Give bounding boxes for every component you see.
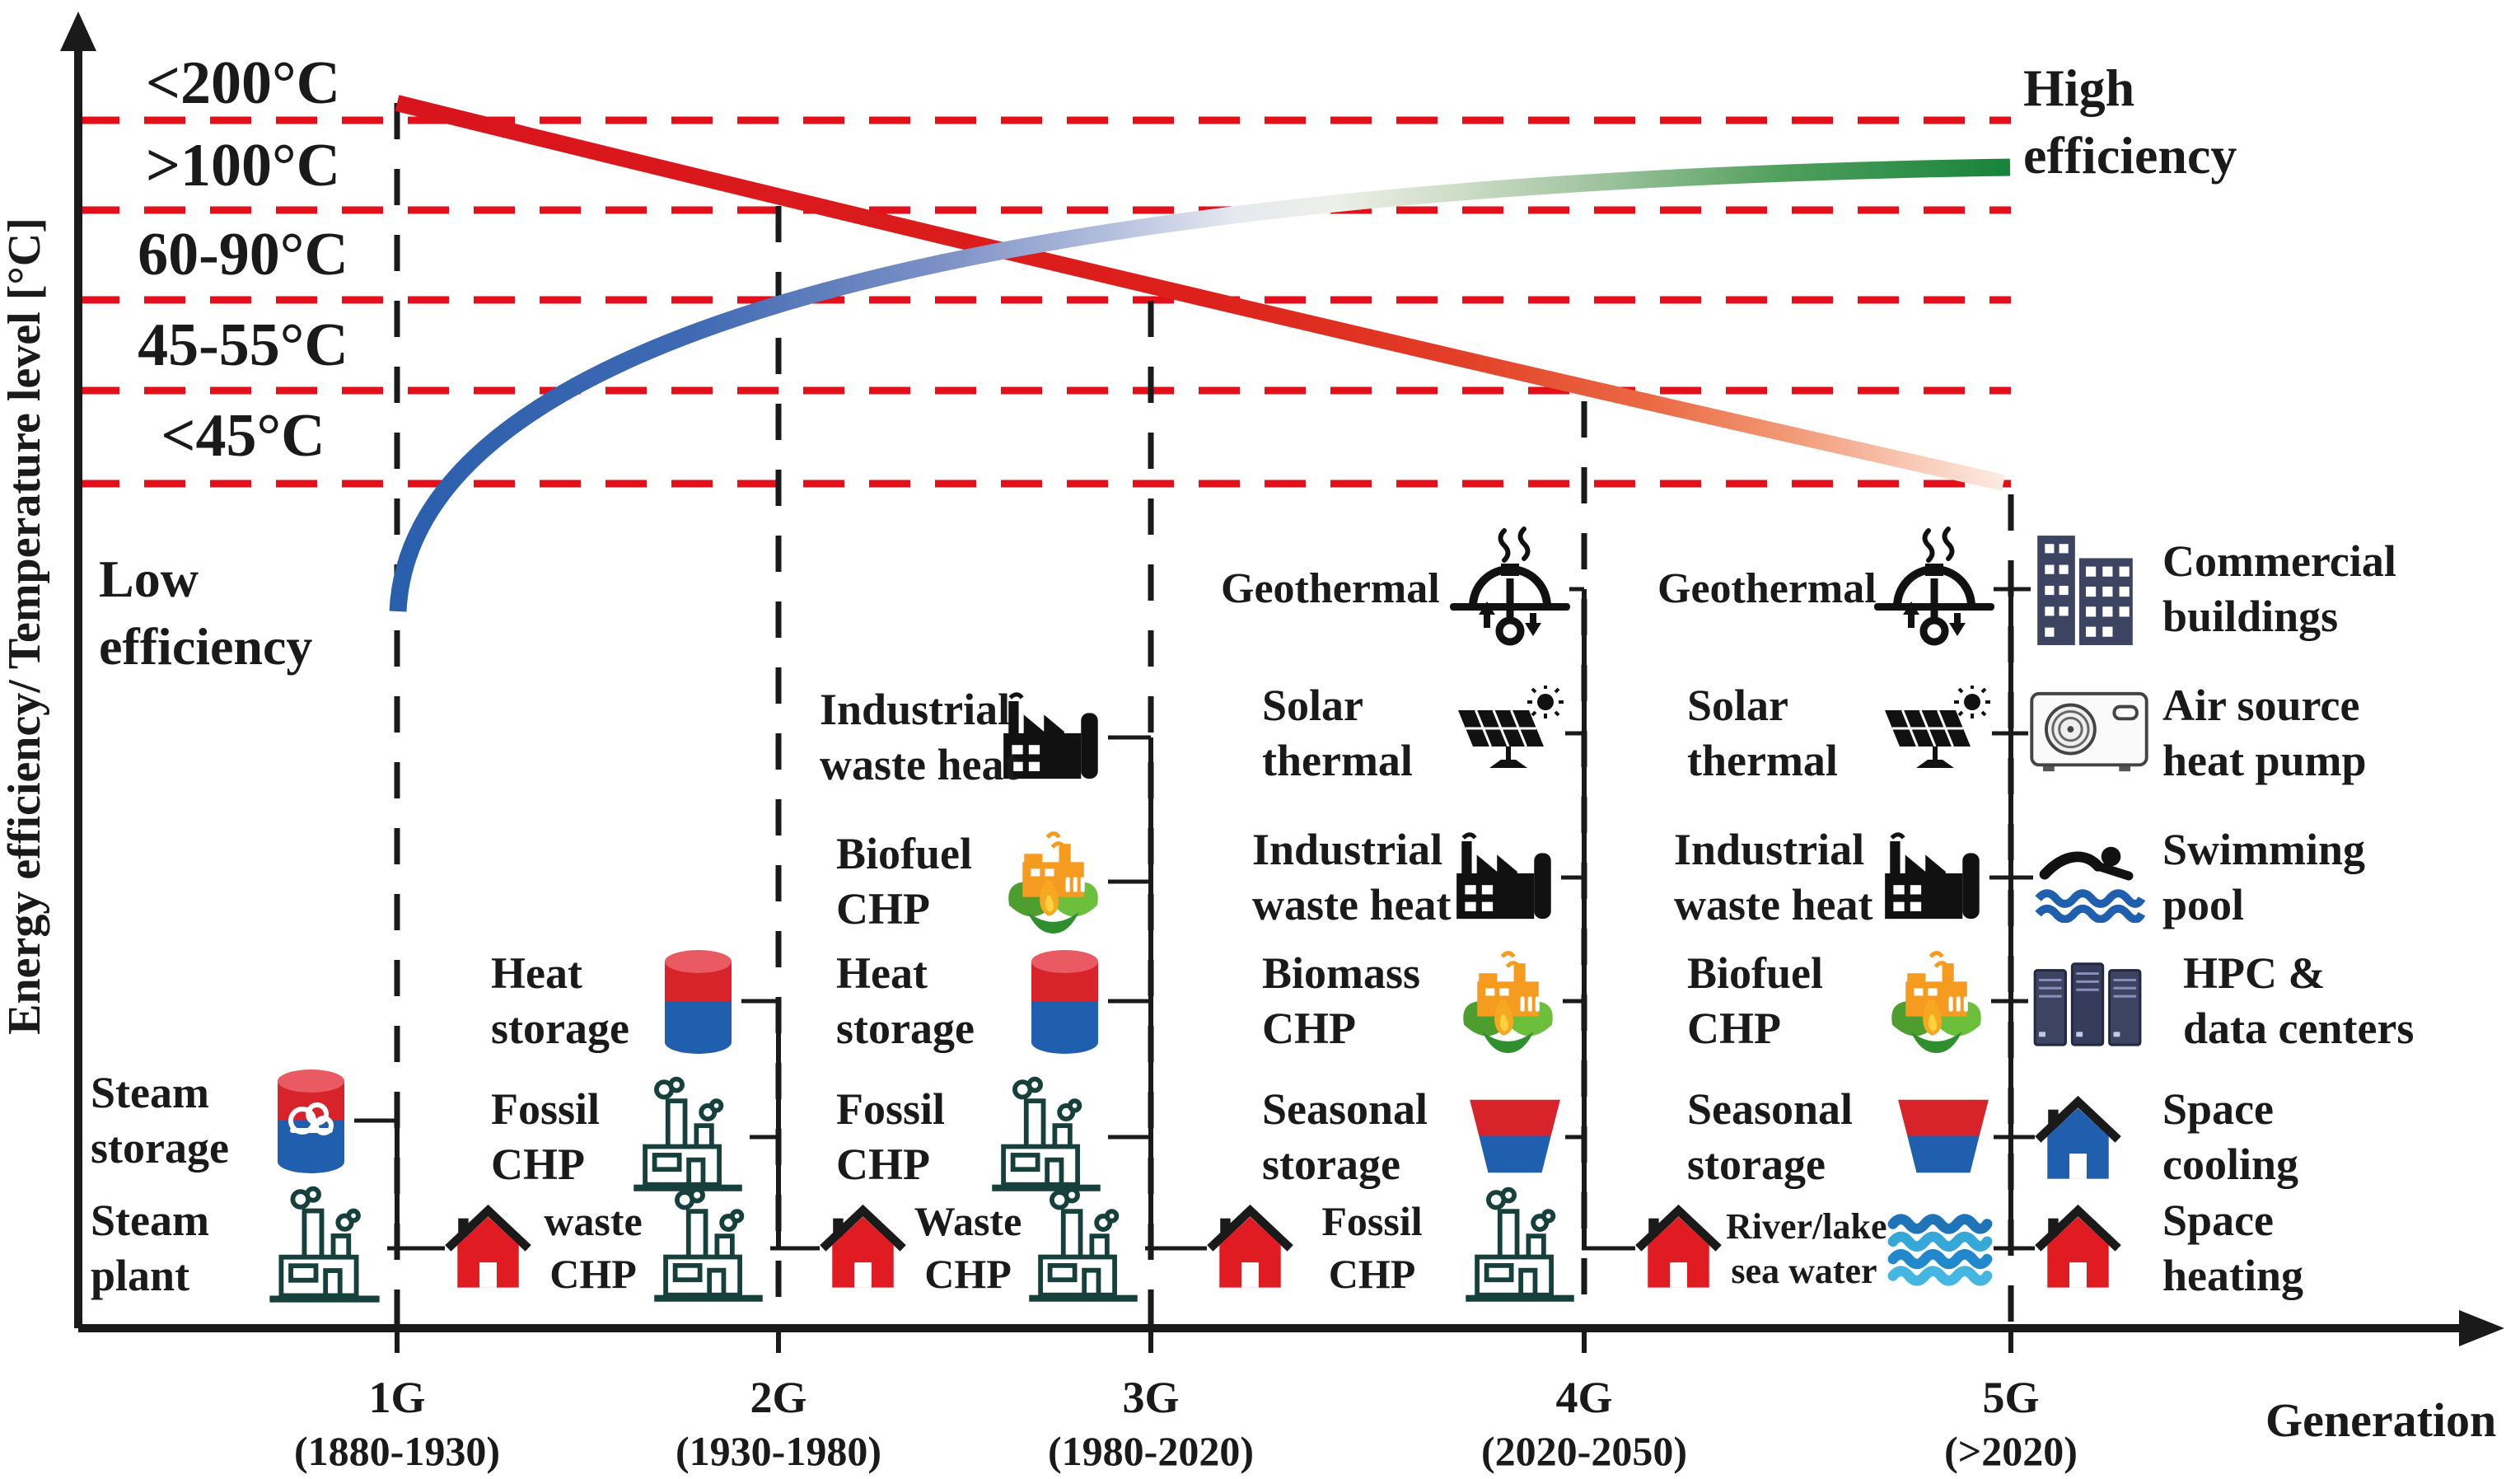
steam-storage-icon xyxy=(278,1069,344,1173)
temp-level-200: <200°C xyxy=(145,49,341,117)
label-2g-waste-chp: waste CHP xyxy=(544,1198,643,1297)
gen-3g-period: (1980-2020) xyxy=(1048,1428,1254,1474)
gen-2g-period: (1930-1980) xyxy=(676,1428,881,1474)
geothermal-icon-5g xyxy=(1874,529,1994,642)
steam-plant-icon xyxy=(269,1189,379,1303)
high-efficiency-label: High efficiency xyxy=(2023,59,2237,185)
temp-level-60-90: 60-90°C xyxy=(138,221,348,288)
temp-level-100: >100°C xyxy=(145,132,341,199)
heat-storage-icon-2g xyxy=(665,950,732,1054)
label-4g-industrial-waste-heat: Industrial waste heat xyxy=(1252,825,1452,929)
gen-5g-name: 5G xyxy=(1982,1373,2040,1422)
label-4g-biomass-chp: Biomass CHP xyxy=(1262,948,1421,1053)
river-lake-sea-water-icon xyxy=(1893,1219,1987,1281)
fossil-chp-icon-4g xyxy=(1466,1190,1574,1302)
gen-4g-period: (2020-2050) xyxy=(1481,1428,1687,1474)
solar-thermal-icon-4g xyxy=(1458,686,1564,768)
temperature-gridlines xyxy=(78,116,2011,488)
connector-lines xyxy=(354,587,2035,1251)
label-space-cooling: Space cooling xyxy=(2162,1084,2299,1189)
gen-4g-name: 4G xyxy=(1555,1373,1613,1422)
house-icon-5g xyxy=(1639,1210,1718,1288)
house-icon-2g xyxy=(448,1210,528,1288)
solar-thermal-icon-5g xyxy=(1885,686,1990,768)
label-3g-industrial-waste-heat: Industrial waste heat xyxy=(820,685,1019,789)
seasonal-storage-icon-4g xyxy=(1470,1099,1560,1173)
label-4g-fossil-chp: Fossil CHP xyxy=(1321,1198,1423,1297)
geothermal-icon-4g xyxy=(1450,529,1570,642)
fossil-chp-icon-3g xyxy=(992,1079,1101,1191)
gen-5g-period: (>2020) xyxy=(1944,1428,2078,1474)
swimming-pool-icon xyxy=(2038,847,2142,920)
label-3g-heat-storage: Heat storage xyxy=(836,948,975,1053)
label-space-heating: Space heating xyxy=(2162,1196,2304,1300)
waste-chp-icon-2g xyxy=(654,1190,763,1302)
house-icon-3g xyxy=(823,1210,903,1288)
temp-level-45: <45°C xyxy=(161,402,325,470)
label-hpc-data-centers: HPC & data centers xyxy=(2183,948,2415,1053)
y-axis-label: Energy efficiency/ Temperature level [°C… xyxy=(0,218,50,1035)
label-3g-biofuel-chp: Biofuel CHP xyxy=(836,829,973,934)
label-2g-fossil-chp: Fossil CHP xyxy=(491,1084,601,1189)
generation-ticks xyxy=(395,1328,2013,1353)
label-5g-solar-thermal: Solar thermal xyxy=(1687,681,1838,785)
x-axis-label: Generation xyxy=(2265,1393,2497,1447)
label-air-source-heat-pump: Air source heat pump xyxy=(2162,681,2367,785)
industrial-waste-heat-icon-5g xyxy=(1885,835,1980,919)
label-5g-river-lake-sea-water: River/lake sea water xyxy=(1726,1206,1887,1291)
label-5g-biofuel-chp: Biofuel CHP xyxy=(1687,948,1824,1053)
label-swimming-pool: Swimming pool xyxy=(2162,825,2366,929)
air-source-heat-pump-icon xyxy=(2030,691,2148,774)
axes xyxy=(60,12,2504,1353)
gen-2g-name: 2G xyxy=(750,1373,807,1422)
temperature-curve xyxy=(395,95,2006,491)
label-4g-geothermal: Geothermal xyxy=(1221,565,1440,612)
house-icon-4g xyxy=(1210,1210,1290,1288)
efficiency-curve xyxy=(389,158,2011,612)
label-3g-fossil-chp: Fossil CHP xyxy=(836,1084,946,1189)
gen-1g-period: (1880-1930) xyxy=(294,1428,500,1474)
industrial-waste-heat-icon-4g xyxy=(1456,835,1551,919)
low-efficiency-label: Low efficiency xyxy=(99,550,313,676)
biofuel-chp-icon-3g xyxy=(1008,834,1098,934)
space-heating-house-icon xyxy=(2038,1210,2118,1288)
biomass-chp-icon-4g xyxy=(1463,953,1553,1053)
temp-level-45-55: 45-55°C xyxy=(138,311,348,379)
label-5g-geothermal: Geothermal xyxy=(1657,565,1877,612)
label-4g-seasonal-storage: Seasonal storage xyxy=(1262,1084,1428,1189)
biofuel-chp-icon-5g xyxy=(1891,953,1981,1053)
label-2g-heat-storage: Heat storage xyxy=(491,948,629,1053)
commercial-buildings-icon xyxy=(2037,536,2133,645)
fossil-chp-icon-2g xyxy=(634,1079,742,1191)
heat-storage-icon-3g xyxy=(1031,950,1098,1054)
label-5g-industrial-waste-heat: Industrial waste heat xyxy=(1674,825,1873,929)
seasonal-storage-icon-5g xyxy=(1898,1099,1989,1173)
label-3g-waste-chp: Waste CHP xyxy=(914,1198,1022,1297)
label-commercial-buildings: Commercial buildings xyxy=(2162,536,2396,641)
space-cooling-house-icon xyxy=(2038,1102,2118,1179)
waste-chp-icon-3g xyxy=(1029,1190,1138,1302)
label-5g-seasonal-storage: Seasonal storage xyxy=(1687,1084,1854,1189)
label-4g-solar-thermal: Solar thermal xyxy=(1262,681,1413,785)
label-1g-steam-plant: Steam plant xyxy=(91,1196,209,1300)
gen-1g-name: 1G xyxy=(368,1373,426,1422)
hpc-data-centers-icon xyxy=(2033,962,2142,1046)
gen-3g-name: 3G xyxy=(1122,1373,1180,1422)
label-1g-steam-storage: Steam storage xyxy=(91,1068,229,1172)
